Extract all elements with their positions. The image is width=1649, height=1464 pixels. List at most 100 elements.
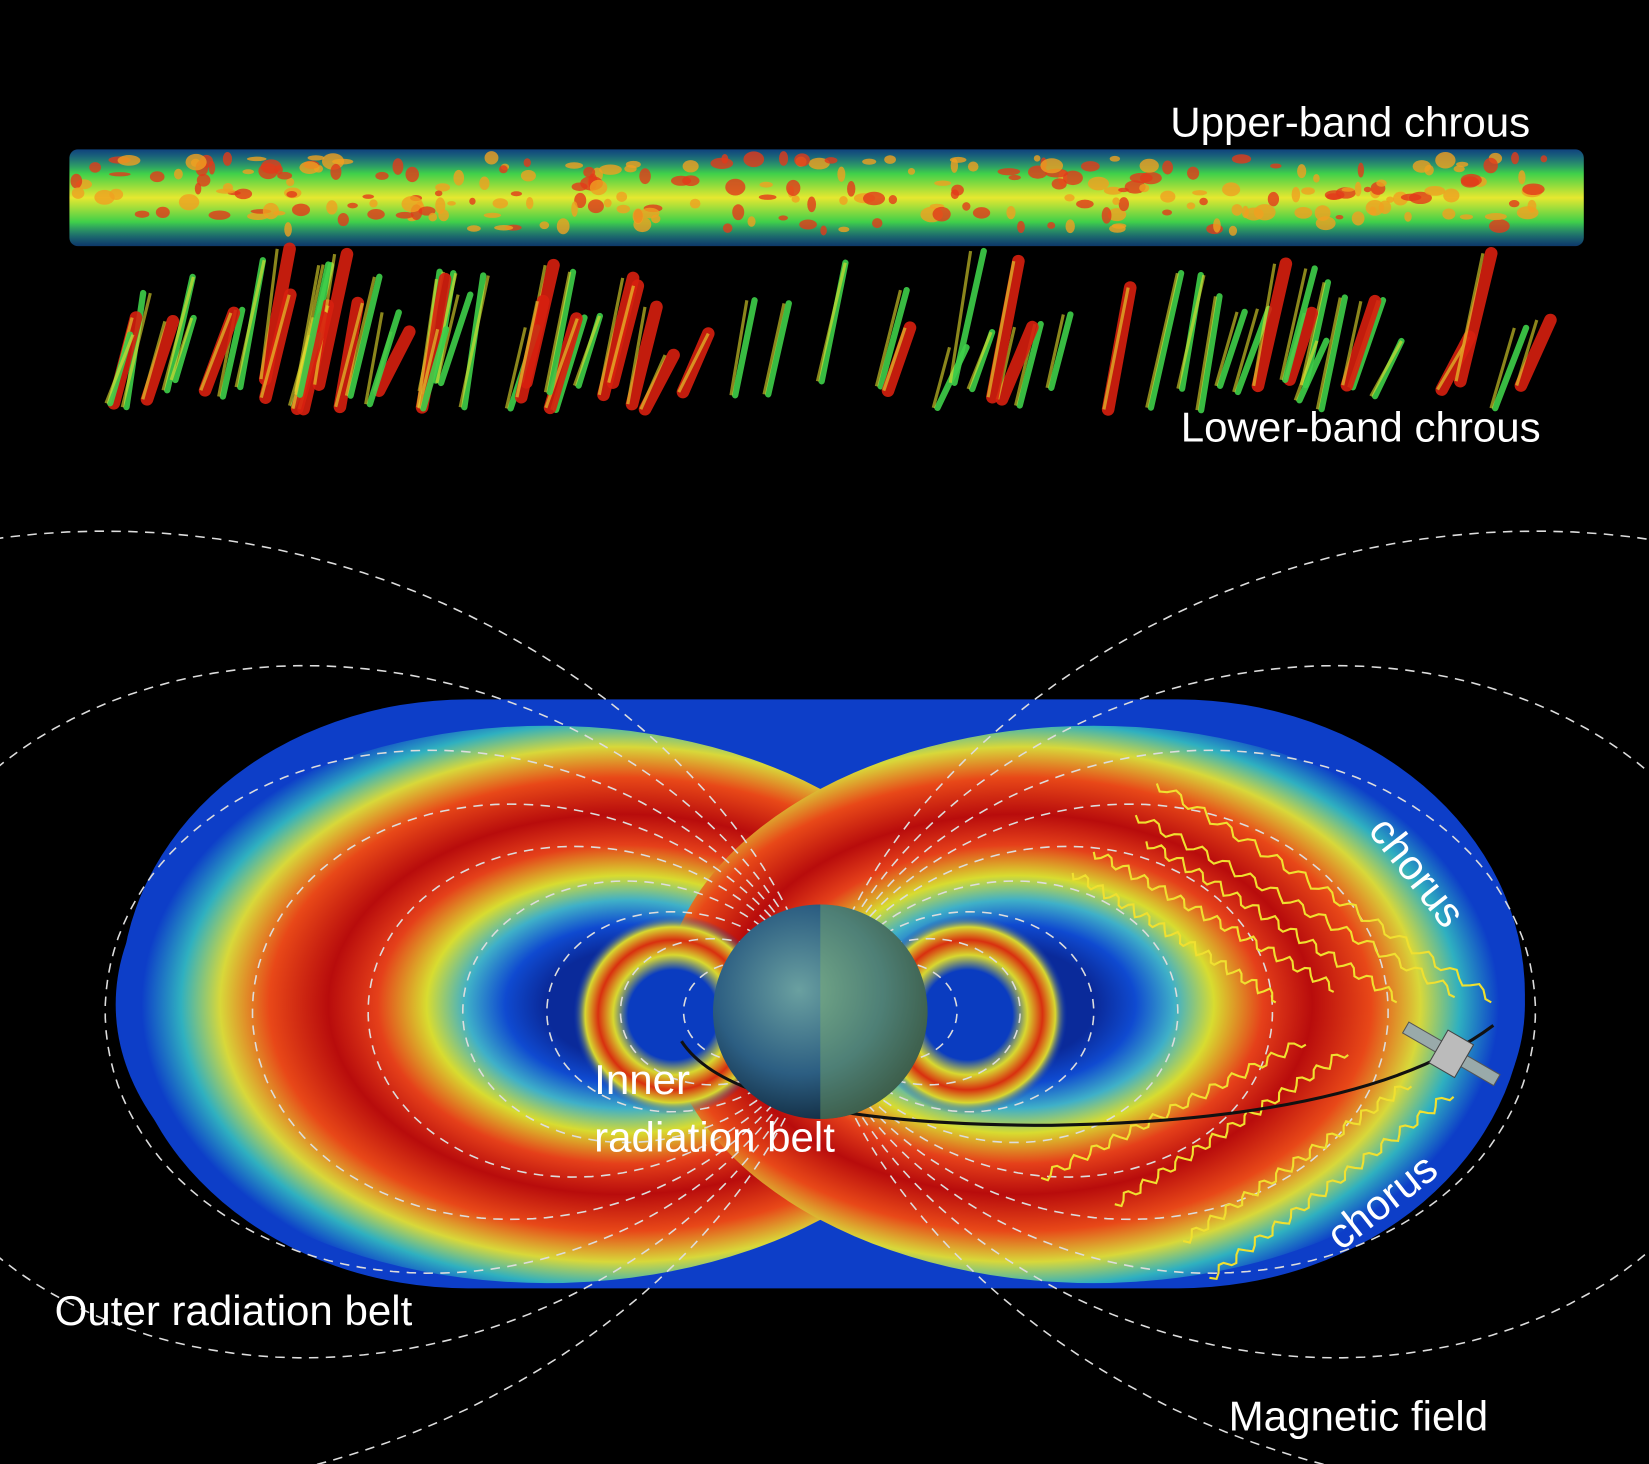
noise-blob <box>624 165 637 173</box>
noise-blob <box>395 211 414 219</box>
lower-streak <box>732 297 758 399</box>
noise-blob <box>1443 188 1460 203</box>
noise-blob <box>117 155 141 166</box>
noise-blob <box>758 194 777 200</box>
noise-blob <box>1111 223 1127 229</box>
lower-streak-edge <box>199 312 233 391</box>
noise-blob <box>332 158 354 165</box>
lower-streak-edge <box>504 327 527 409</box>
noise-blob <box>820 225 827 236</box>
lower-streak-edge <box>966 331 993 390</box>
lower-streak <box>986 254 1025 404</box>
lower-streak <box>1318 294 1348 413</box>
noise-blob <box>539 221 550 230</box>
noise-blob <box>1231 154 1252 164</box>
noise-blob <box>1080 161 1100 172</box>
lower-streak <box>1282 265 1318 383</box>
noise-blob <box>732 204 745 221</box>
lower-streak-edge <box>259 248 279 380</box>
lower-streak <box>259 288 297 404</box>
noise-blob <box>273 210 286 216</box>
noise-blob <box>1047 222 1056 229</box>
noise-blob <box>1076 199 1094 209</box>
lower-streak-edge <box>1145 272 1179 408</box>
noise-blob <box>997 168 1021 176</box>
noise-blob <box>1222 182 1241 197</box>
field-line <box>821 530 1649 1464</box>
noise-blob <box>1435 152 1456 169</box>
lower-streak-edge <box>626 306 647 405</box>
noise-blob <box>234 188 253 200</box>
noise-blob <box>571 182 588 191</box>
lower-streak <box>638 348 680 416</box>
noise-blob <box>262 202 280 220</box>
noise-blob <box>791 195 800 203</box>
noise-blob <box>722 223 733 233</box>
noise-blob <box>367 209 385 220</box>
field-line <box>367 845 821 1178</box>
lower-streak-edge <box>543 271 572 393</box>
noise-blob <box>484 151 499 165</box>
lower-streak <box>1147 270 1185 411</box>
chorus-wave <box>1071 872 1277 1004</box>
lower-streak-edge <box>1489 327 1516 409</box>
noise-blob <box>571 201 578 217</box>
noise-blob <box>109 172 131 177</box>
lower-streak-edge <box>1176 274 1206 389</box>
lower-streak <box>1216 308 1248 389</box>
noise-blob <box>1065 219 1075 234</box>
lower-streak <box>552 314 588 414</box>
noise-blob <box>447 201 456 206</box>
noise-blob <box>1101 207 1112 224</box>
noise-blob <box>1516 206 1539 220</box>
noise-blob <box>639 168 651 185</box>
lower-streak <box>219 306 246 400</box>
lower-streak <box>312 247 354 391</box>
noise-blob <box>246 156 267 162</box>
lower-streak-edge <box>931 346 952 409</box>
lower-streak-edge <box>435 294 460 384</box>
noise-blob <box>1192 190 1208 196</box>
noise-blob <box>1063 170 1083 186</box>
noise-blob <box>222 152 233 166</box>
noise-blob <box>1103 186 1123 195</box>
outer-belt-label: Outer radiation belt <box>55 1287 413 1334</box>
noise-blob <box>1442 208 1456 220</box>
noise-blob <box>1354 181 1362 197</box>
lower-streak-edge <box>1341 300 1363 386</box>
lower-streak <box>546 268 577 396</box>
lower-streak-edge <box>344 276 376 396</box>
noise-blob <box>392 158 404 175</box>
lower-streak-edge <box>1232 308 1259 393</box>
noise-blob <box>1291 186 1301 203</box>
noise-blob <box>587 199 604 214</box>
noise-blob <box>479 176 490 190</box>
noise-blob <box>967 161 979 172</box>
lower-streak-edge <box>572 315 602 387</box>
noise-blob <box>89 162 102 173</box>
noise-blob <box>808 157 830 170</box>
noise-blob <box>743 151 765 168</box>
noise-blob <box>1270 163 1282 169</box>
lower-streak <box>198 306 241 397</box>
chorus-wave <box>1155 783 1492 1004</box>
noise-blob <box>962 202 971 211</box>
noise-blob <box>1160 190 1176 203</box>
lower-streak-edge <box>1515 319 1539 386</box>
noise-blob <box>747 216 756 227</box>
noise-blob <box>194 182 202 195</box>
noise-blob <box>583 166 596 178</box>
noise-blob <box>1162 160 1174 175</box>
lower-streak <box>1101 281 1137 416</box>
noise-blob <box>70 173 83 189</box>
noise-blob <box>934 180 952 186</box>
lower-streak-edge <box>882 327 907 392</box>
lower-streak-edge <box>1299 282 1326 386</box>
lower-streak <box>1514 313 1557 392</box>
lower-streak-edge <box>515 300 539 398</box>
noise-blob <box>1386 196 1394 203</box>
noise-blob <box>847 181 856 197</box>
noise-blob <box>435 183 451 192</box>
lower-streak-edge <box>259 294 291 399</box>
noise-blob <box>1118 197 1129 212</box>
